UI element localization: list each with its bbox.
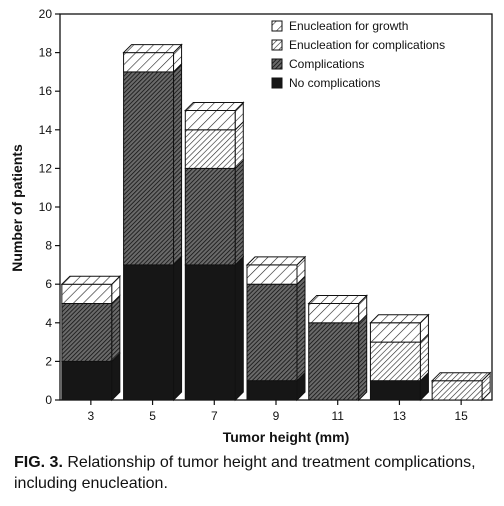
bar-segment: [308, 303, 360, 324]
bar-top: [184, 102, 245, 111]
bar-segment: [123, 71, 175, 266]
bar-segment-side: [111, 294, 121, 363]
bar-segment: [61, 303, 113, 362]
bar-top: [430, 372, 492, 382]
bar-segment: [308, 322, 360, 401]
x-tick-label: 5: [149, 409, 156, 423]
bar-segment-side: [358, 313, 368, 402]
bar-segment: [246, 283, 298, 382]
bar-segment-side: [173, 62, 183, 267]
y-tick-label: 8: [45, 239, 52, 253]
bar-segment: [431, 380, 483, 401]
x-tick-label: 13: [393, 409, 407, 423]
y-tick-label: 20: [39, 7, 53, 21]
legend-swatch: [271, 20, 283, 32]
bar-segment-side: [234, 255, 244, 402]
x-tick-label: 15: [454, 409, 468, 423]
legend-label: No complications: [289, 76, 380, 90]
bar-segment: [369, 322, 421, 343]
bar-segment: [61, 360, 113, 401]
bar-segment: [246, 264, 298, 285]
legend: Enucleation for growth Enucleation for co…: [271, 19, 445, 90]
bar-segment-side: [173, 255, 183, 402]
bar-segment: [184, 110, 236, 131]
bar-segment: [369, 380, 421, 401]
stacked-bar-chart: 0 2 4 6 8 10 12 14 16 18 20 3 5 7 9 11 13 15 Number of pa…: [9, 7, 493, 445]
bar-segment-side: [234, 159, 244, 267]
bar-segment: [123, 264, 175, 401]
y-tick-label: 2: [45, 354, 52, 368]
legend-swatch: [271, 77, 283, 89]
bar-segment: [61, 283, 113, 305]
caption-text: Relationship of tumor height and treatme…: [14, 454, 476, 492]
bars: [60, 43, 492, 402]
figure-caption: FIG. 3. Relationship of tumor height and…: [14, 452, 494, 494]
x-axis-title: Tumor height (mm): [223, 429, 350, 445]
x-tick-label: 11: [331, 409, 344, 423]
bar-top: [369, 314, 430, 324]
bar-segment: [184, 264, 236, 401]
bar-segment: [184, 167, 236, 266]
bar-segment: [246, 380, 298, 401]
legend-label: Enucleation for complications: [289, 38, 445, 52]
legend-label: Enucleation for growth: [289, 19, 408, 33]
bar-segment: [369, 341, 421, 382]
legend-swatch: [271, 58, 283, 70]
y-tick-label: 10: [39, 200, 53, 214]
legend-swatch: [271, 39, 283, 51]
axis-ticks: 0 2 4 6 8 10 12 14 16 18 20 3 5 7 9 11 13 15: [39, 7, 468, 423]
bar-segment: [123, 52, 175, 73]
bar-top: [60, 275, 122, 285]
x-tick-label: 9: [273, 409, 280, 423]
y-tick-label: 0: [45, 393, 52, 407]
y-tick-label: 6: [45, 277, 52, 291]
x-tick-label: 7: [211, 409, 218, 423]
y-tick-label: 14: [39, 123, 53, 137]
bar-segment: [184, 129, 236, 169]
figure-label: FIG. 3.: [14, 454, 63, 471]
y-axis-title: Number of patients: [9, 144, 25, 272]
bar-top: [122, 44, 183, 54]
bar-top: [307, 295, 368, 304]
y-tick-label: 18: [39, 46, 53, 60]
y-tick-label: 12: [39, 161, 53, 175]
bar-top: [245, 256, 307, 266]
y-tick-label: 4: [45, 316, 52, 330]
x-tick-label: 3: [88, 409, 95, 423]
y-tick-label: 16: [39, 84, 53, 98]
legend-label: Complications: [289, 57, 364, 71]
bar-segment-side: [296, 274, 306, 382]
